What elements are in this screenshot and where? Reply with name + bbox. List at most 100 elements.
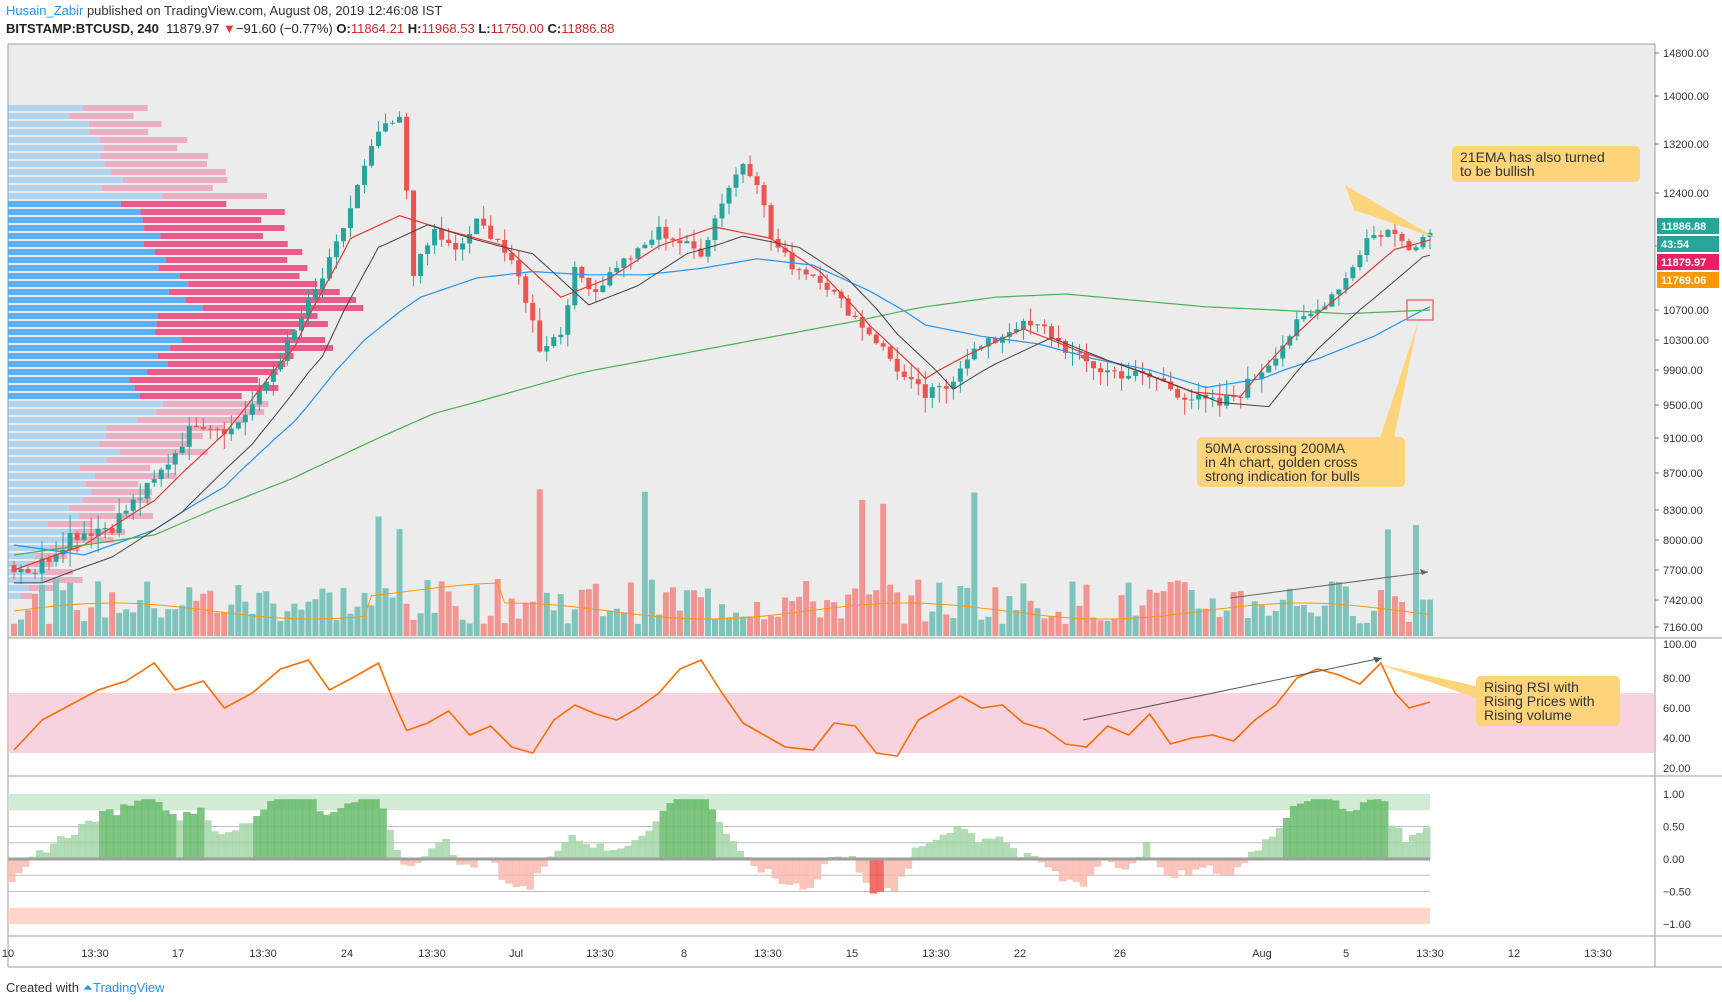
osc-bar-positive [680, 799, 688, 859]
profile-bar-down [155, 329, 296, 335]
profile-bar-down [99, 441, 188, 447]
profile-bar-up [8, 553, 36, 559]
candle-down [782, 247, 788, 253]
volume-bar-up [1356, 623, 1363, 636]
candle-up [1413, 247, 1419, 251]
rsi-trend-arrow-icon [1373, 657, 1382, 663]
rsi-callout: Rising RSI with Rising Prices with Risin… [1476, 676, 1620, 726]
profile-bar-up [8, 161, 105, 167]
candle-up [978, 346, 984, 349]
profile-bar-up [8, 321, 157, 327]
osc-bar-negative [526, 859, 534, 890]
volume-bar-down [494, 579, 501, 636]
volume-bar-down [452, 606, 459, 636]
osc-bar-positive [169, 813, 177, 859]
volume-bar-up [1286, 588, 1293, 636]
volume-bar-up [67, 582, 74, 636]
volume-bar-up [354, 606, 361, 636]
candle-down [1392, 229, 1398, 234]
symbol-name[interactable]: BITSTAMP:BTCUSD, 240 [6, 21, 159, 36]
candle-down [747, 164, 753, 177]
osc-bar-positive [449, 855, 457, 859]
ma-black-line [14, 224, 1431, 584]
profile-bar-up [8, 473, 95, 479]
volume-bar-down [1216, 616, 1223, 636]
volume-bar-down [11, 623, 17, 636]
candle-down [109, 528, 115, 533]
profile-bar-up [8, 265, 159, 271]
osc-bar-positive [211, 831, 219, 859]
osc-bar-positive [92, 821, 100, 859]
x-tick-label: 13:30 [249, 948, 277, 960]
candle-down [32, 572, 38, 574]
candle-up [460, 243, 466, 250]
volume-bar-up [228, 604, 235, 636]
profile-bar-down [185, 297, 357, 303]
close-value: 11886.88 [561, 21, 615, 36]
candle-down [1048, 326, 1054, 338]
osc-bar-positive [428, 848, 436, 859]
osc-bar-positive [1296, 803, 1305, 859]
axes: 14800.0014000.0013200.0012400.0011700.00… [2, 48, 1719, 960]
x-tick-label: 13:30 [586, 948, 614, 960]
volume-bar-down [25, 610, 32, 636]
profile-bar-down [163, 401, 269, 407]
volume-bar-down [438, 581, 445, 636]
candle-down [221, 429, 227, 435]
osc-bar-positive [645, 830, 653, 859]
volume-bar-up [1104, 620, 1111, 636]
osc-bar-negative [1128, 859, 1137, 864]
candle-up [1308, 313, 1314, 317]
volume-bar-down [901, 623, 908, 636]
volume-bar-up [459, 619, 466, 636]
osc-bar-positive [50, 843, 58, 859]
volume-bar-down [592, 583, 599, 636]
osc-bar-positive [589, 847, 597, 859]
osc-bar-positive [1352, 810, 1361, 859]
rsi-tick-label: 80.00 [1663, 673, 1691, 685]
profile-bar-up [8, 193, 163, 199]
osc-bar-positive [204, 820, 212, 859]
tradingview-brand[interactable]: TradingView [93, 980, 165, 995]
candle-down [1077, 352, 1083, 354]
volume-bar-down [845, 594, 852, 636]
candle-up [607, 272, 613, 286]
volume-bar-up [1370, 610, 1377, 636]
profile-bar-up [8, 361, 168, 367]
candle-down [824, 282, 830, 290]
candle-down [439, 229, 445, 240]
rsi-line [13, 658, 1431, 757]
profile-bar-up [8, 129, 90, 135]
volume-bar-down [74, 610, 81, 636]
volume-bar-up [648, 579, 655, 636]
osc-bar-positive [575, 840, 583, 859]
osc-bar-positive [365, 799, 373, 859]
candle-down [768, 205, 774, 239]
candle-up [235, 422, 241, 429]
candle-down [670, 238, 676, 241]
volume-bar-down [768, 616, 775, 636]
volume-bar-down [445, 591, 452, 636]
profile-bar-down [88, 121, 162, 127]
osc-bar-positive [162, 810, 170, 859]
volume-bar-down [1167, 582, 1174, 636]
osc-bar-positive [617, 848, 625, 859]
profile-bar-down [91, 489, 152, 495]
volume-bar-up [1279, 599, 1286, 636]
candle-up [474, 218, 480, 235]
author-link[interactable]: Husain_Zabir [6, 3, 84, 18]
osc-bar-negative [1044, 859, 1053, 868]
candle-up [1357, 255, 1363, 268]
volume-bar-down [782, 597, 789, 636]
candle-up [270, 369, 276, 382]
volume-bar-up [1258, 605, 1265, 636]
volume-bar-down [200, 593, 207, 636]
price-label-text: 43:54 [1661, 239, 1690, 251]
candle-up [999, 336, 1005, 343]
price-tick-label: 8700.00 [1663, 468, 1703, 480]
osc-bar-positive [673, 799, 681, 859]
volume-bar-down [1202, 608, 1209, 636]
volume-bar-down [754, 602, 761, 636]
volume-bar-up [424, 579, 431, 636]
